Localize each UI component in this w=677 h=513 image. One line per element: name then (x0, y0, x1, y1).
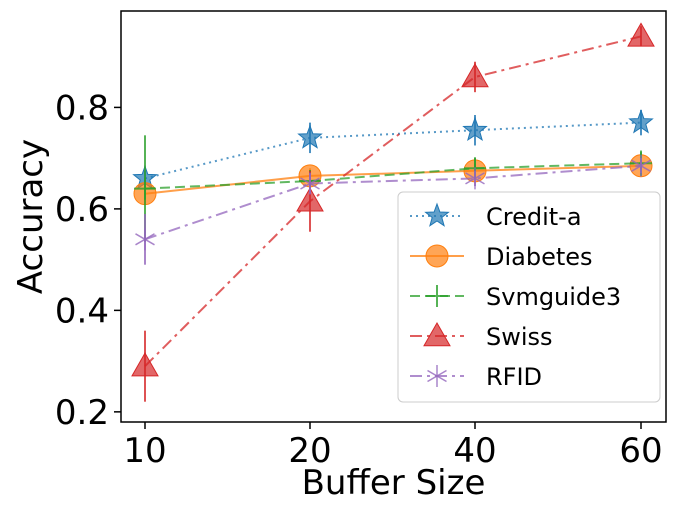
data-point-rfid (465, 167, 485, 190)
plot-frame (120, 10, 667, 423)
legend-label-credit-a: Credit-a (486, 203, 582, 231)
legend-marker-rfid (427, 365, 447, 387)
legend-label-diabetes: Diabetes (486, 243, 593, 271)
y-axis-label: Accuracy (11, 139, 51, 294)
data-point-swiss (131, 352, 159, 377)
data-point-swiss (627, 22, 655, 47)
data-point-credit-a (628, 109, 654, 134)
data-point-credit-a (297, 124, 323, 149)
legend-marker-diabetes (425, 244, 449, 268)
series-line-svmguide3 (144, 162, 642, 190)
legend-label-svmguide3: Svmguide3 (486, 283, 621, 311)
data-point-rfid (135, 228, 155, 251)
data-point-swiss (296, 187, 324, 212)
series-line-rfid (144, 164, 642, 241)
y-tick-label: 0.8 (55, 88, 109, 128)
x-axis-label: Buffer Size (302, 463, 486, 503)
x-axis: 10 20 40 60 (123, 422, 663, 471)
legend-label-rfid: RFID (486, 363, 542, 391)
data-point-rfid (631, 154, 651, 177)
legend-marker-swiss (423, 321, 451, 347)
legend-marker-svmguide3 (426, 285, 448, 307)
y-tick-label: 0.2 (55, 393, 109, 433)
y-axis: 0.2 0.4 0.6 0.8 (55, 88, 121, 433)
x-tick-label: 60 (619, 431, 662, 471)
legend: Credit-a Diabetes Svmguide3 Swiss RFID (397, 191, 661, 403)
series-credit-a (132, 109, 654, 190)
x-tick-label: 20 (288, 431, 331, 471)
x-tick-label: 40 (453, 431, 496, 471)
x-tick-label: 10 (123, 431, 166, 471)
legend-marker-credit-a (424, 202, 450, 227)
legend-box (397, 191, 661, 403)
legend-label-swiss: Swiss (486, 323, 553, 351)
series-line-credit-a (144, 121, 642, 180)
data-point-swiss (461, 62, 489, 88)
y-tick-label: 0.6 (55, 190, 109, 230)
data-point-credit-a (462, 116, 488, 142)
y-tick-label: 0.4 (55, 291, 109, 331)
chart-marks (131, 22, 655, 402)
series-swiss (131, 22, 655, 402)
series-line-diabetes (144, 164, 642, 195)
series-rfid (135, 154, 651, 265)
data-point-rfid (300, 172, 320, 195)
series-line-swiss (144, 35, 642, 367)
data-point-svmguide3 (134, 177, 156, 200)
